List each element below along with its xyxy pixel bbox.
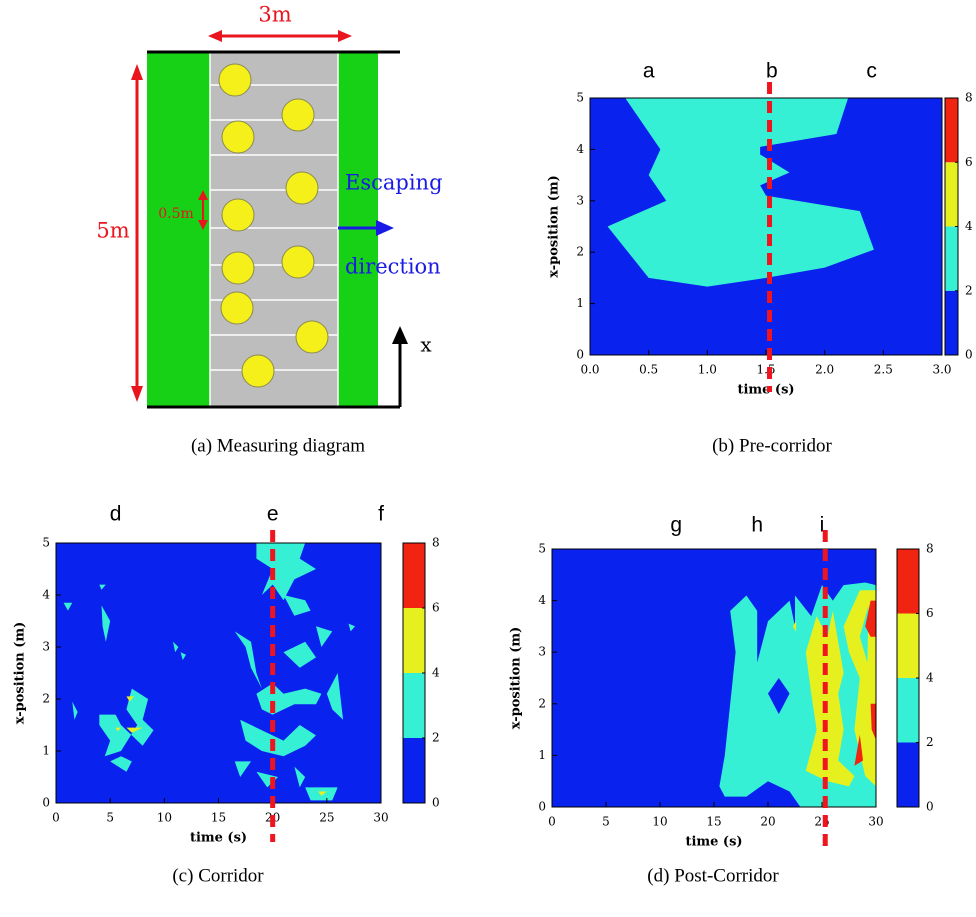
annotation: a (643, 60, 655, 83)
y-tick-label: 4 (576, 142, 584, 156)
colorbar-tick-label: 0 (965, 348, 973, 362)
y-tick-label: 2 (538, 696, 546, 710)
colorbar-band (403, 543, 425, 608)
y-axis-label: x-position (m) (13, 622, 28, 725)
colorbar-band (403, 738, 425, 803)
x-tick-label: 30 (373, 811, 388, 825)
colorbar-band (403, 673, 425, 738)
x-tick-label: 2.0 (815, 363, 834, 377)
x-tick-label: 1.0 (698, 363, 717, 377)
annotation: h (751, 514, 763, 537)
x-axis-label: time (s) (737, 383, 794, 398)
colorbar-tick-label: 6 (965, 155, 973, 169)
x-tick-label: 10 (652, 815, 667, 829)
x-tick-label: 25 (319, 811, 334, 825)
y-tick-label: 1 (42, 744, 50, 758)
y-tick-label: 1 (576, 296, 584, 310)
y-axis-label: x-position (m) (509, 627, 524, 730)
escape-label: direction (345, 255, 441, 279)
colorbar-tick-label: 0 (926, 800, 934, 814)
colorbar-tick-label: 8 (965, 91, 973, 105)
x-tick-label: 15 (706, 815, 721, 829)
colorbar-tick-label: 2 (432, 731, 440, 745)
colorbar-tick-label: 8 (432, 536, 440, 550)
height-arrow (131, 64, 143, 402)
x-tick-label: 1.5 (756, 363, 775, 377)
colorbar-tick-label: 4 (432, 666, 440, 680)
colorbar-band (403, 608, 425, 673)
colorbar-tick-label: 0 (432, 796, 440, 810)
y-tick-label: 3 (538, 645, 546, 659)
width-arrow (208, 30, 352, 42)
x-tick-label: 0.5 (639, 363, 658, 377)
annotation: c (866, 60, 877, 83)
x-tick-label: 0.0 (580, 363, 599, 377)
escape-label: Escaping (345, 171, 443, 195)
y-tick-label: 1 (538, 748, 546, 762)
height-label: 5m (96, 219, 129, 243)
y-tick-label: 0 (576, 348, 584, 362)
colorbar-tick-label: 2 (965, 283, 973, 297)
colorbar-band (897, 549, 919, 614)
colorbar-band (945, 227, 958, 291)
y-tick-label: 2 (576, 245, 584, 259)
y-tick-label: 5 (42, 536, 50, 550)
colorbar-band (897, 678, 919, 743)
axis-label: x (420, 333, 432, 357)
x-tick-label: 10 (157, 811, 172, 825)
colorbar-tick-label: 2 (926, 735, 934, 749)
annotation: d (110, 503, 122, 526)
annotation: f (378, 503, 384, 526)
x-tick-label: 0 (548, 815, 556, 829)
x-tick-label: 30 (868, 815, 883, 829)
corridor (210, 52, 338, 407)
colorbar-band (945, 98, 958, 162)
width-label: 3m (258, 3, 291, 27)
colorbar-tick-label: 6 (432, 601, 440, 615)
contour-plot: 0.0 0.5 1.0 1.5 2.0 2.5 3.0 0 1 2 3 4 5 time (s) x-pos… (547, 60, 974, 457)
axis-arrow (392, 326, 408, 407)
colorbar-tick-label: 6 (926, 606, 934, 620)
x-tick-label: 3.0 (932, 363, 951, 377)
x-tick-label: 20 (760, 815, 775, 829)
y-tick-label: 3 (42, 640, 50, 654)
y-tick-label: 5 (576, 91, 584, 105)
y-tick-label: 2 (42, 692, 50, 706)
caption: (d) Post-Corridor (647, 865, 779, 886)
x-tick-label: 15 (211, 811, 226, 825)
x-tick-label: 0 (52, 811, 60, 825)
spacing-label: 0.5m (158, 206, 194, 222)
y-tick-label: 0 (538, 800, 546, 814)
figure: 3m 5m 0.5m Escaping direction x (a) Meas… (0, 0, 976, 917)
y-tick-label: 4 (538, 593, 546, 607)
y-tick-label: 0 (42, 796, 50, 810)
diagram: 3m 5m 0.5m Escaping direction x (a) Meas… (96, 3, 442, 457)
caption: (a) Measuring diagram (191, 435, 365, 456)
caption: (b) Pre-corridor (712, 435, 832, 456)
x-tick-label: 2.5 (874, 363, 893, 377)
annotation: g (670, 514, 682, 537)
annotation: b (766, 60, 778, 83)
y-tick-label: 4 (42, 588, 50, 602)
y-axis-label: x-position (m) (547, 175, 562, 278)
plot-background (56, 543, 381, 803)
colorbar-band (945, 291, 958, 355)
y-tick-label: 5 (538, 542, 546, 556)
x-axis-label: time (s) (685, 835, 742, 850)
colorbar-tick-label: 8 (926, 542, 934, 556)
colorbar-tick-label: 4 (965, 219, 973, 233)
y-tick-label: 3 (576, 193, 584, 207)
colorbar-tick-label: 4 (926, 671, 934, 685)
x-tick-label: 5 (602, 815, 610, 829)
caption: (c) Corridor (172, 865, 264, 886)
x-tick-label: 5 (106, 811, 114, 825)
colorbar-band (897, 614, 919, 679)
colorbar-band (897, 743, 919, 808)
colorbar-band (945, 162, 958, 226)
annotation: e (267, 503, 279, 526)
green-strip (147, 52, 210, 407)
x-axis-label: time (s) (190, 831, 247, 846)
